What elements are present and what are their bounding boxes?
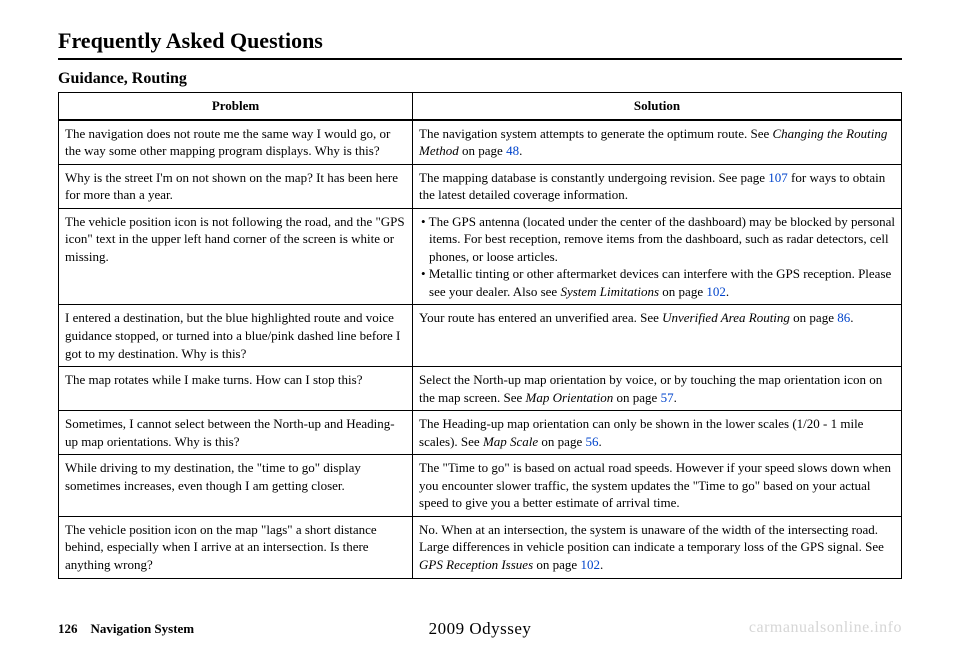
page-link[interactable]: 56	[585, 434, 598, 449]
solution-cell: Your route has entered an unverified are…	[413, 305, 902, 367]
solution-cell: No. When at an intersection, the system …	[413, 516, 902, 578]
bullet-item: • Metallic tinting or other aftermarket …	[419, 265, 895, 300]
page-number: 126	[58, 621, 78, 636]
page-link[interactable]: 57	[661, 390, 674, 405]
problem-cell: The navigation does not route me the sam…	[59, 120, 413, 165]
solution-cell: • The GPS antenna (located under the cen…	[413, 208, 902, 305]
page-link[interactable]: 107	[768, 170, 788, 185]
solution-cell: The Heading-up map orientation can only …	[413, 411, 902, 455]
table-row: The map rotates while I make turns. How …	[59, 367, 902, 411]
problem-cell: I entered a destination, but the blue hi…	[59, 305, 413, 367]
solution-cell: The mapping database is constantly under…	[413, 164, 902, 208]
page-title: Frequently Asked Questions	[58, 28, 902, 54]
table-row: Sometimes, I cannot select between the N…	[59, 411, 902, 455]
table-row: While driving to my destination, the "ti…	[59, 455, 902, 517]
page-link[interactable]: 48	[506, 143, 519, 158]
problem-cell: Why is the street I'm on not shown on th…	[59, 164, 413, 208]
table-row: I entered a destination, but the blue hi…	[59, 305, 902, 367]
col-header-problem: Problem	[59, 93, 413, 120]
book-title: Navigation System	[91, 621, 195, 636]
solution-cell: Select the North-up map orientation by v…	[413, 367, 902, 411]
solution-cell: The "Time to go" is based on actual road…	[413, 455, 902, 517]
page-link[interactable]: 102	[706, 284, 726, 299]
page-link[interactable]: 86	[837, 310, 850, 325]
page-link[interactable]: 102	[580, 557, 600, 572]
vehicle-model: 2009 Odyssey	[429, 619, 532, 639]
table-row: The vehicle position icon is not followi…	[59, 208, 902, 305]
title-rule	[58, 58, 902, 60]
faq-table: Problem Solution The navigation does not…	[58, 92, 902, 579]
problem-cell: The vehicle position icon on the map "la…	[59, 516, 413, 578]
watermark: carmanualsonline.info	[749, 619, 902, 637]
section-heading: Guidance, Routing	[58, 70, 902, 88]
page: Frequently Asked Questions Guidance, Rou…	[0, 0, 960, 655]
bullet-item: • The GPS antenna (located under the cen…	[419, 213, 895, 266]
problem-cell: Sometimes, I cannot select between the N…	[59, 411, 413, 455]
problem-cell: The map rotates while I make turns. How …	[59, 367, 413, 411]
table-row: The vehicle position icon on the map "la…	[59, 516, 902, 578]
problem-cell: The vehicle position icon is not followi…	[59, 208, 413, 305]
problem-cell: While driving to my destination, the "ti…	[59, 455, 413, 517]
table-row: The navigation does not route me the sam…	[59, 120, 902, 165]
table-header-row: Problem Solution	[59, 93, 902, 120]
col-header-solution: Solution	[413, 93, 902, 120]
solution-cell: The navigation system attempts to genera…	[413, 120, 902, 165]
table-row: Why is the street I'm on not shown on th…	[59, 164, 902, 208]
